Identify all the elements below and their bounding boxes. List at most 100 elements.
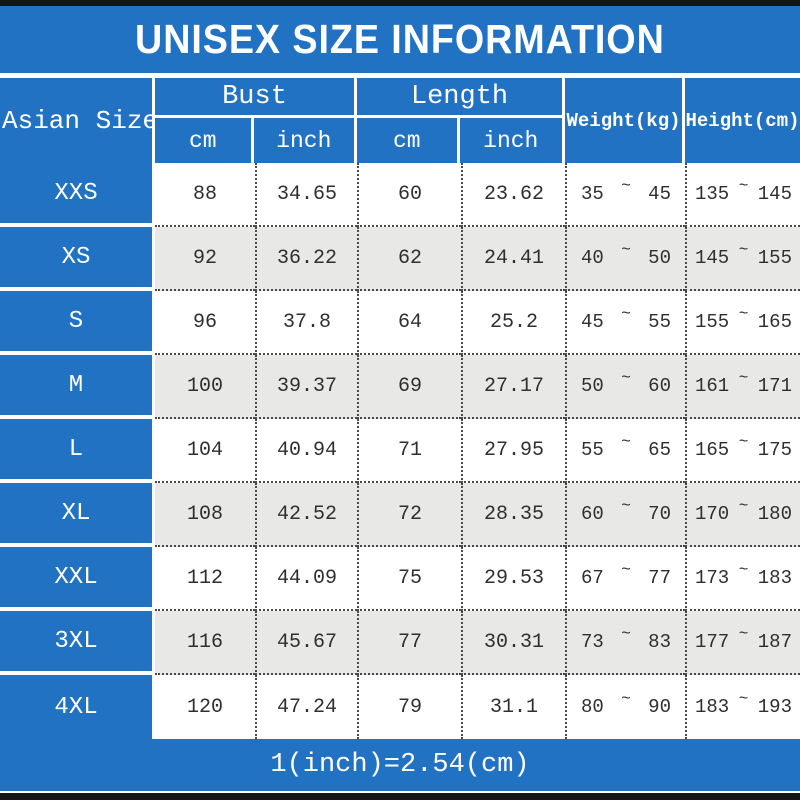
table-body: XXS 88 34.65 60 23.62 35 ~45 135 ~145 XS 9… [0,163,800,739]
height-max: 165 [757,311,792,333]
length-inch-header: inch [459,118,562,163]
bust-cm-cell: 104 [155,419,255,483]
tilde-separator: ~ [738,497,749,515]
length-inch-cell: 30.31 [461,611,565,675]
bust-inch-header: inch [253,118,354,163]
footer-bar: 1(inch)=2.54(cm) [0,739,800,791]
height-min: 173 [695,567,730,589]
tilde-separator: ~ [738,690,749,708]
weight-min: 80 [581,696,604,718]
weight-max: 90 [648,696,671,718]
length-inch-cell: 24.41 [461,227,565,291]
bust-inch-cell: 40.94 [255,419,357,483]
height-max: 187 [757,631,792,653]
size-cell: S [0,291,155,355]
weight-max: 65 [648,439,671,461]
tilde-separator: ~ [738,433,749,451]
length-cm-cell: 77 [357,611,461,675]
length-inch-cell: 27.17 [461,355,565,419]
bust-inch-cell: 47.24 [255,675,357,739]
bust-inch-cell: 42.52 [255,483,357,547]
tilde-separator: ~ [621,433,631,451]
height-max: 171 [757,375,792,397]
tilde-separator: ~ [738,625,749,643]
length-inch-cell: 25.2 [461,291,565,355]
height-min: 155 [695,311,730,333]
tilde-separator: ~ [621,241,631,259]
corner-header-asian-size: Asian Size [0,78,158,163]
bust-cm-cell: 92 [155,227,255,291]
bust-cm-cell: 100 [155,355,255,419]
bust-cm-header: cm [155,118,254,163]
weight-header: Weight(kg) [565,78,685,163]
weight-min: 45 [581,311,604,333]
table-row: XXL 112 44.09 75 29.53 67 ~77 173 ~183 [0,547,800,611]
weight-max: 55 [648,311,671,333]
weight-range-cell: 80 ~90 [565,675,685,739]
bust-inch-cell: 39.37 [255,355,357,419]
weight-min: 73 [581,631,604,653]
height-max: 155 [757,247,792,269]
bust-cm-cell: 120 [186,695,223,719]
bottom-border-bar [0,793,800,800]
weight-max: 50 [648,247,671,269]
title-bar: UNISEX SIZE INFORMATION [0,6,800,73]
bust-cm-cell: 108 [155,483,255,547]
bust-inch-cell: 37.8 [255,291,357,355]
weight-min: 35 [581,183,604,205]
bust-cm-cell: 96 [155,291,255,355]
height-range-cell: 135 ~145 [685,163,800,227]
size-cell: XS [0,227,155,291]
size-cell: XL [0,483,155,547]
tilde-separator: ~ [738,369,749,387]
length-cm-cell: 62 [357,227,461,291]
bust-cm-cell: 88 [155,163,255,227]
height-range-cell: 183 ~193 [685,675,800,739]
size-cell: XXS [0,163,155,227]
tilde-separator: ~ [738,177,749,195]
tilde-separator: ~ [738,241,749,259]
weight-max: 83 [648,631,671,653]
height-min: 161 [695,375,730,397]
length-inch-cell: 31.1 [461,675,565,739]
size-cell: L [0,419,155,483]
length-inch-cell: 23.62 [461,163,565,227]
length-inch-cell: 29.53 [461,547,565,611]
size-cell: 4XL [0,675,155,739]
tilde-separator: ~ [621,625,631,643]
bust-group: Bust cm inch [155,78,357,163]
length-cm-cell: 72 [357,483,461,547]
length-cm-cell: 71 [357,419,461,483]
tilde-separator: ~ [621,369,631,387]
tilde-separator: ~ [621,690,631,708]
length-group: Length cm inch [357,78,565,163]
bust-group-label: Bust [155,78,354,118]
weight-range-cell: 40 ~50 [565,227,685,291]
top-border-bar [0,0,800,6]
conversion-note: 1(inch)=2.54(cm) [270,750,530,780]
height-range-cell: 155 ~165 [685,291,800,355]
height-range-cell: 161 ~171 [685,355,800,419]
height-min: 183 [695,696,730,718]
weight-range-cell: 50 ~60 [565,355,685,419]
bust-inch-cell: 34.65 [255,163,357,227]
bust-inch-cell: 36.22 [255,227,357,291]
weight-range-cell: 35 ~45 [565,163,685,227]
height-min: 177 [695,631,730,653]
bust-inch-cell: 45.67 [255,611,357,675]
divider [0,791,800,793]
weight-range-cell: 60 ~70 [565,483,685,547]
weight-min: 55 [581,439,604,461]
length-cm-cell: 69 [357,355,461,419]
tilde-separator: ~ [621,177,631,195]
table-row: S 96 37.8 64 25.2 45 ~55 155 ~165 [0,291,800,355]
height-max: 193 [757,696,792,718]
table-row: L 104 40.94 71 27.95 55 ~65 165 ~175 [0,419,800,483]
height-max: 145 [757,183,792,205]
length-group-label: Length [357,78,562,118]
table-row: XXS 88 34.65 60 23.62 35 ~45 135 ~145 [0,163,800,227]
length-inch-cell: 28.35 [461,483,565,547]
height-max: 183 [757,567,792,589]
length-inch-cell: 27.95 [461,419,565,483]
